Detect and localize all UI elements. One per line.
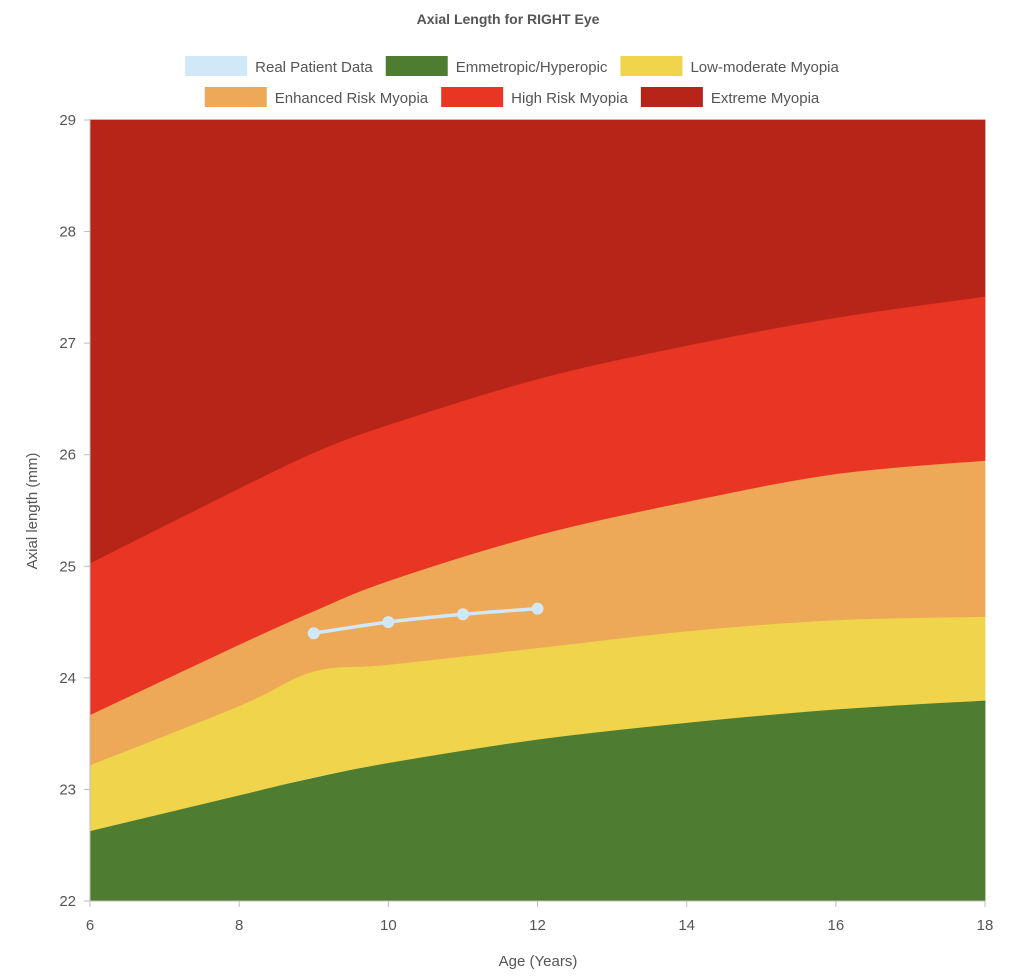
band-extreme-myopia [89, 119, 986, 564]
data-point[interactable] [382, 616, 395, 629]
x-tick-label: 16 [827, 917, 844, 934]
chart-title: Axial Length for RIGHT Eye [417, 11, 600, 27]
legend-swatch [620, 56, 683, 76]
x-tick-label: 12 [529, 917, 546, 934]
legend-swatch [204, 87, 267, 107]
y-tick-label: 23 [59, 781, 76, 798]
legend: Real Patient Data Emmetropic/Hyperopic Low… [185, 56, 840, 107]
y-tick-label: 29 [59, 112, 76, 129]
series-line-real-patient-data [312, 606, 540, 635]
x-tick-label: 6 [86, 917, 94, 934]
y-tick-label: 22 [59, 893, 76, 910]
legend-item-extreme-myopia[interactable]: Extreme Myopia [640, 87, 820, 107]
y-tick-label: 28 [59, 224, 76, 241]
y-tick-label: 24 [59, 670, 76, 687]
legend-label: Real Patient Data [255, 59, 373, 76]
data-point[interactable] [456, 608, 469, 621]
risk-bands [89, 119, 986, 902]
y-tick-label: 25 [59, 558, 76, 575]
legend-swatch [441, 87, 504, 107]
x-axis-label: Age (Years) [499, 953, 578, 970]
axes: 6 8 10 12 14 16 18 22 23 24 25 26 27 28 29 [59, 112, 993, 934]
y-axis-label: Axial length (mm) [24, 453, 41, 570]
legend-item-low-moderate-myopia[interactable]: Low-moderate Myopia [620, 56, 840, 76]
x-tick-label: 18 [977, 917, 994, 934]
x-tick-label: 10 [380, 917, 397, 934]
legend-swatch [640, 87, 703, 107]
legend-label: Emmetropic/Hyperopic [456, 59, 608, 76]
x-tick-label: 8 [235, 917, 243, 934]
legend-swatch [185, 56, 248, 76]
legend-item-high-risk-myopia[interactable]: High Risk Myopia [441, 87, 629, 107]
legend-item-enhanced-risk-myopia[interactable]: Enhanced Risk Myopia [204, 87, 429, 107]
legend-swatch [385, 56, 448, 76]
y-tick-label: 27 [59, 335, 76, 352]
legend-label: High Risk Myopia [511, 90, 628, 107]
legend-label: Enhanced Risk Myopia [275, 90, 429, 107]
legend-item-real-patient-data[interactable]: Real Patient Data [185, 56, 373, 76]
data-point[interactable] [531, 602, 544, 615]
data-point[interactable] [307, 627, 320, 640]
legend-label: Extreme Myopia [711, 90, 820, 107]
patient-series [307, 602, 544, 640]
legend-item-emmetropic-hyperopic[interactable]: Emmetropic/Hyperopic [385, 56, 608, 76]
x-tick-label: 14 [678, 917, 695, 934]
y-tick-label: 26 [59, 447, 76, 464]
legend-label: Low-moderate Myopia [690, 59, 839, 76]
